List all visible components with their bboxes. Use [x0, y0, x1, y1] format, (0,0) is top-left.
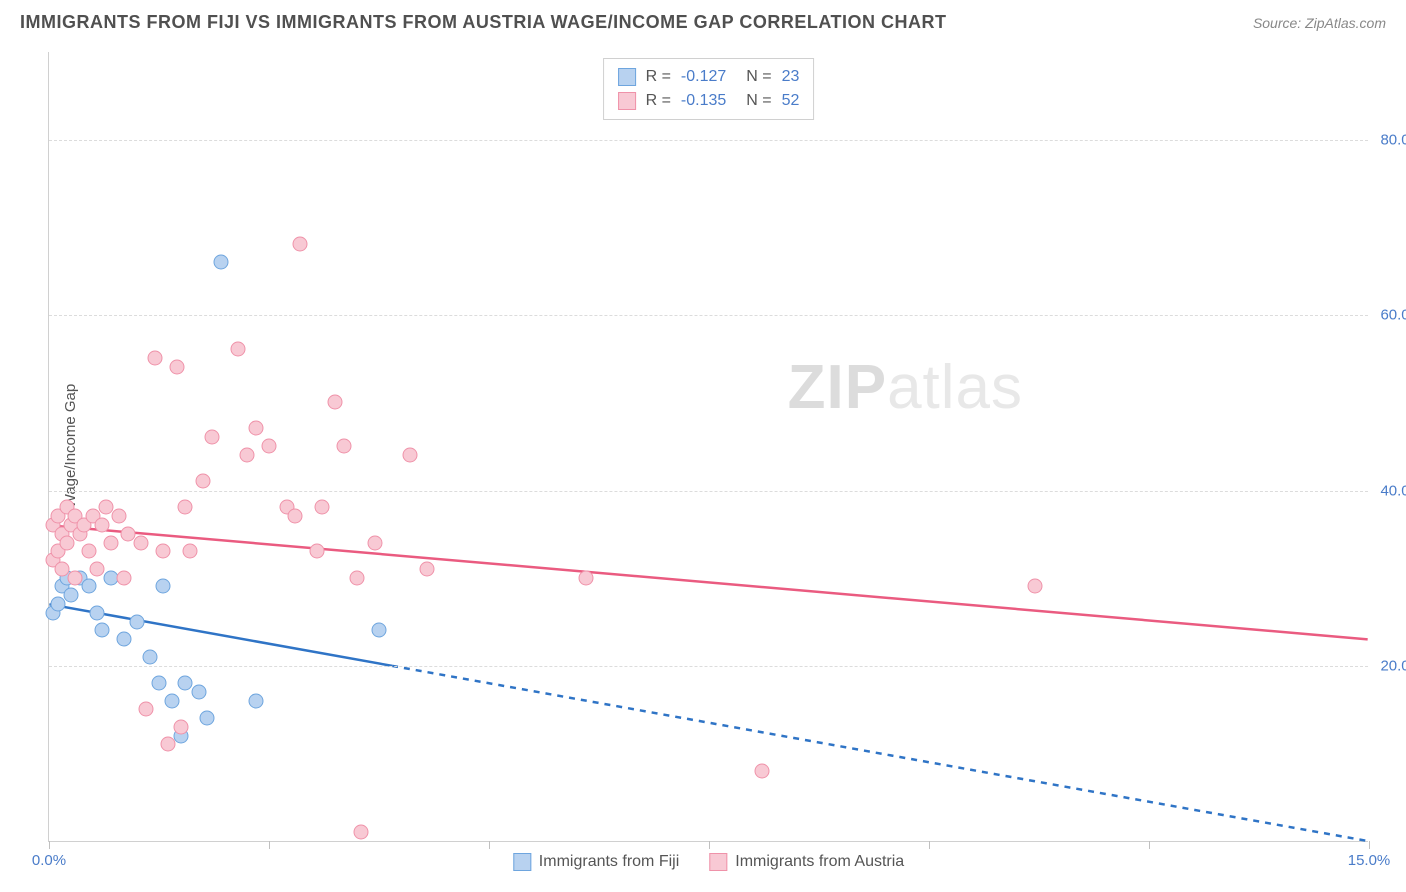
x-tick	[709, 841, 710, 849]
data-point	[116, 632, 131, 647]
data-point	[191, 684, 206, 699]
data-point	[156, 579, 171, 594]
regression-line	[392, 666, 1368, 841]
data-point	[402, 447, 417, 462]
y-tick-label: 20.0%	[1380, 658, 1406, 675]
chart-title: IMMIGRANTS FROM FIJI VS IMMIGRANTS FROM …	[20, 12, 946, 33]
data-point	[420, 561, 435, 576]
data-point	[178, 500, 193, 515]
data-point	[152, 676, 167, 691]
x-tick	[929, 841, 930, 849]
data-point	[147, 351, 162, 366]
data-point	[50, 597, 65, 612]
stat-r-label: R =	[646, 65, 671, 89]
stat-n-value: 23	[782, 65, 800, 89]
data-point	[367, 535, 382, 550]
data-point	[90, 561, 105, 576]
stats-legend: R = -0.127 N = 23 R = -0.135 N = 52	[603, 58, 815, 120]
data-point	[160, 737, 175, 752]
data-point	[240, 447, 255, 462]
data-point	[112, 509, 127, 524]
data-point	[336, 439, 351, 454]
data-point	[262, 439, 277, 454]
data-point	[231, 342, 246, 357]
data-point	[204, 430, 219, 445]
x-tick	[1369, 841, 1370, 849]
data-point	[94, 518, 109, 533]
data-point	[138, 702, 153, 717]
data-point	[59, 535, 74, 550]
series-legend: Immigrants from Fiji Immigrants from Aust…	[513, 853, 904, 871]
legend-label: Immigrants from Austria	[735, 853, 904, 871]
data-point	[81, 544, 96, 559]
legend-item: Immigrants from Austria	[709, 853, 904, 871]
stat-r-value: -0.135	[681, 89, 726, 113]
stats-row: R = -0.135 N = 52	[618, 89, 800, 113]
x-tick	[1149, 841, 1150, 849]
data-point	[174, 719, 189, 734]
gridline	[49, 666, 1368, 667]
y-tick-label: 80.0%	[1380, 131, 1406, 148]
gridline	[49, 140, 1368, 141]
stat-r-label: R =	[646, 89, 671, 113]
watermark: ZIPatlas	[788, 352, 1023, 423]
data-point	[248, 693, 263, 708]
x-tick	[489, 841, 490, 849]
data-point	[292, 237, 307, 252]
legend-swatch	[709, 853, 727, 871]
stat-r-value: -0.127	[681, 65, 726, 89]
data-point	[103, 535, 118, 550]
data-point	[248, 421, 263, 436]
x-tick-label: 15.0%	[1348, 852, 1391, 869]
data-point	[90, 605, 105, 620]
stat-n-label: N =	[746, 65, 771, 89]
data-point	[754, 763, 769, 778]
data-point	[134, 535, 149, 550]
data-point	[94, 623, 109, 638]
regression-line	[49, 525, 1367, 639]
stat-n-label: N =	[746, 89, 771, 113]
data-point	[130, 614, 145, 629]
data-point	[64, 588, 79, 603]
data-point	[354, 825, 369, 840]
plot-area: ZIPatlas R = -0.127 N = 23 R = -0.135 N = 5…	[48, 52, 1368, 842]
data-point	[165, 693, 180, 708]
data-point	[200, 711, 215, 726]
data-point	[81, 579, 96, 594]
data-point	[116, 570, 131, 585]
data-point	[328, 395, 343, 410]
legend-label: Immigrants from Fiji	[539, 853, 679, 871]
data-point	[213, 254, 228, 269]
data-point	[310, 544, 325, 559]
x-tick	[269, 841, 270, 849]
legend-swatch	[618, 92, 636, 110]
data-point	[578, 570, 593, 585]
data-point	[372, 623, 387, 638]
data-point	[156, 544, 171, 559]
data-point	[314, 500, 329, 515]
data-point	[350, 570, 365, 585]
data-point	[143, 649, 158, 664]
y-tick-label: 40.0%	[1380, 482, 1406, 499]
source-attribution: Source: ZipAtlas.com	[1253, 15, 1386, 31]
x-tick-label: 0.0%	[32, 852, 66, 869]
data-point	[196, 474, 211, 489]
data-point	[182, 544, 197, 559]
y-tick-label: 60.0%	[1380, 307, 1406, 324]
legend-item: Immigrants from Fiji	[513, 853, 679, 871]
stats-row: R = -0.127 N = 23	[618, 65, 800, 89]
gridline	[49, 491, 1368, 492]
stat-n-value: 52	[782, 89, 800, 113]
data-point	[1027, 579, 1042, 594]
x-tick	[49, 841, 50, 849]
legend-swatch	[618, 68, 636, 86]
data-point	[68, 570, 83, 585]
legend-swatch	[513, 853, 531, 871]
data-point	[288, 509, 303, 524]
data-point	[169, 360, 184, 375]
gridline	[49, 315, 1368, 316]
